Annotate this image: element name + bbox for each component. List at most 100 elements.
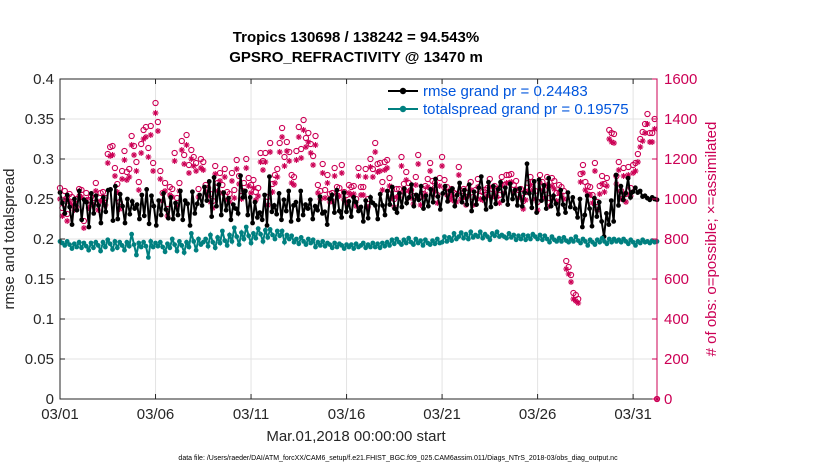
rmse-point: [500, 198, 506, 204]
rmse-point: [382, 212, 388, 218]
totalspread-point: [284, 232, 290, 238]
obs-assimilated-point: [233, 166, 240, 172]
rmse-point: [283, 208, 289, 214]
totalspread-point: [528, 236, 533, 242]
rmse-point: [279, 217, 284, 223]
rmse-point: [60, 200, 65, 206]
totalspread-point: [458, 230, 464, 236]
obs-assimilated-point: [367, 164, 374, 170]
rmse-point: [137, 216, 142, 222]
rmse-point: [259, 217, 265, 223]
totalspread-point: [585, 243, 591, 248]
rmse-point: [618, 183, 624, 189]
totalspread-point: [294, 236, 299, 242]
obs-assimilated-point: [104, 160, 111, 166]
obs-assimilated-point: [286, 158, 293, 164]
rmse-point: [524, 161, 530, 167]
rmse-point: [368, 195, 373, 200]
totalspread-point: [86, 247, 92, 253]
obs-possible-point: [357, 183, 365, 191]
rmse-point: [206, 179, 212, 184]
rmse-point: [156, 198, 162, 204]
rmse-point: [168, 195, 174, 200]
totalspread-point: [169, 236, 175, 242]
totalspread-point: [126, 243, 132, 249]
obs-assimilated-point: [324, 180, 331, 186]
obs-assimilated-point: [398, 163, 405, 169]
rmse-point: [276, 191, 282, 196]
rmse-point: [322, 209, 328, 215]
totalspread-point: [382, 243, 388, 249]
totalspread-point: [477, 229, 483, 235]
obs-possible-point: [99, 188, 107, 196]
totalspread-point: [504, 235, 509, 241]
obs-assimilated-point: [255, 193, 262, 199]
obs-possible-point: [145, 144, 152, 152]
obs-possible-point: [295, 123, 302, 131]
x-tick-label: 03/01: [41, 406, 79, 423]
obs-assimilated-point: [642, 130, 649, 136]
rmse-point: [170, 216, 176, 222]
rmse-point: [529, 205, 535, 211]
rmse-point: [608, 198, 614, 204]
rmse-point: [416, 197, 422, 203]
rmse-point: [132, 206, 138, 212]
obs-assimilated-point: [551, 186, 558, 192]
rmse-point: [481, 195, 487, 201]
legend-entry-label: rmse grand pr = 0.24483: [423, 83, 588, 100]
rmse-point: [423, 193, 429, 199]
totalspread-point: [420, 243, 426, 248]
rmse-point: [151, 203, 157, 209]
obs-possible-point: [262, 149, 269, 157]
totalspread-point: [174, 248, 180, 254]
totalspread-point: [597, 239, 603, 245]
totalspread-point: [377, 245, 383, 251]
obs-assimilated-point: [283, 148, 290, 154]
obs-assimilated-point: [188, 156, 195, 162]
totalspread-point: [248, 240, 254, 246]
totalspread-point: [210, 239, 216, 245]
totalspread-point: [463, 231, 469, 237]
totalspread-point: [360, 240, 366, 246]
obs-possible-point: [92, 179, 99, 187]
rmse-point: [421, 206, 426, 212]
y-right-tick-label: 1200: [664, 151, 697, 168]
rmse-point: [125, 196, 130, 202]
rmse-point: [274, 211, 280, 217]
rmse-point: [293, 199, 299, 205]
rmse-point: [173, 200, 178, 206]
obs-assimilated-point: [126, 174, 133, 180]
rmse-point: [445, 199, 450, 204]
obs-assimilated-point: [620, 173, 627, 179]
totalspread-point: [413, 236, 419, 242]
totalspread-point: [289, 233, 295, 239]
totalspread-point: [193, 247, 199, 253]
obs-assimilated-point: [384, 165, 391, 171]
obs-assimilated-point: [267, 149, 274, 155]
totalspread-point: [535, 236, 540, 242]
rmse-point: [452, 203, 458, 209]
rmse-point: [577, 196, 583, 202]
totalspread-point: [370, 240, 376, 246]
rmse-point: [298, 188, 304, 194]
rmse-point: [474, 202, 479, 208]
totalspread-point: [604, 241, 610, 247]
obs-assimilated-point: [331, 173, 338, 179]
totalspread-point: [310, 237, 316, 243]
obs-assimilated-point: [262, 159, 269, 165]
totalspread-point: [114, 245, 120, 251]
x-tick-label: 03/11: [233, 406, 269, 423]
obs-possible-point: [181, 151, 188, 159]
totalspread-point: [172, 242, 178, 248]
data-file-footnote: data file: /Users/raeder/DAI/ATM_forcXX/…: [178, 455, 618, 462]
totalspread-point: [391, 241, 397, 247]
totalspread-point: [258, 231, 263, 237]
rmse-point: [611, 219, 617, 224]
rmse-point: [91, 211, 97, 216]
rmse-point: [69, 222, 75, 228]
obs-possible-point: [379, 178, 386, 186]
totalspread-point: [227, 232, 232, 238]
obs-assimilated-point: [302, 144, 309, 150]
totalspread-point: [279, 228, 285, 234]
y-axis-right-label: # of obs: o=possible; ×=assimilated: [703, 122, 720, 357]
